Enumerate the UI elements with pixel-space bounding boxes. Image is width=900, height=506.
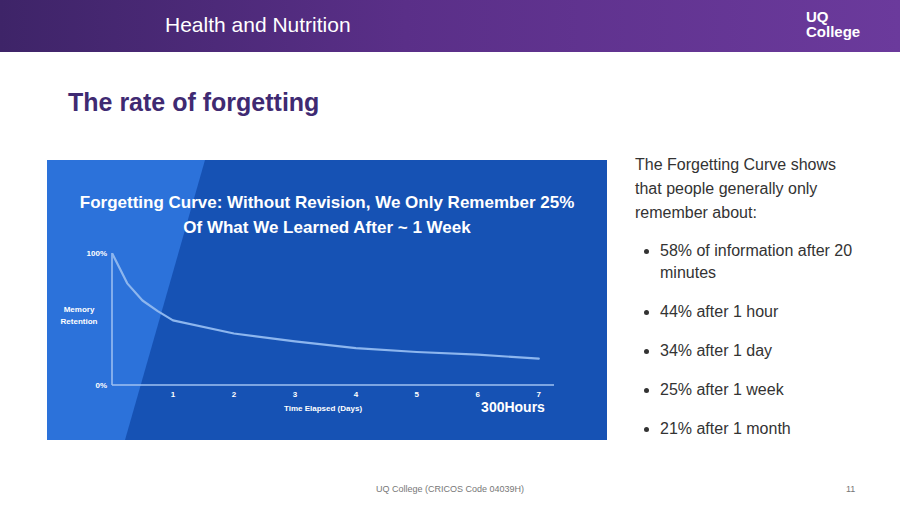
bullet: 25% after 1 week [660, 379, 867, 401]
logo-uq: UQ [806, 9, 829, 25]
bullet: 34% after 1 day [660, 340, 867, 362]
y-axis-line [111, 253, 113, 385]
plot-group [112, 253, 539, 359]
x-tick-label: 7 [537, 390, 542, 399]
x-tick-label: 3 [293, 390, 298, 399]
header-title: Health and Nutrition [165, 13, 351, 37]
x-tick-label: 1 [171, 390, 176, 399]
data-line [112, 253, 539, 359]
right-text: The Forgetting Curve shows that people g… [635, 153, 867, 457]
bullet: 44% after 1 hour [660, 301, 867, 323]
bullet-list: 58% of information after 20 minutes 44% a… [635, 240, 867, 440]
x-tick-label: 6 [476, 390, 481, 399]
bullet: 21% after 1 month [660, 418, 867, 440]
x-axis-line [112, 384, 554, 386]
x-tick-label: 4 [354, 390, 359, 399]
annotation: 300Hours [481, 399, 545, 415]
footer: UQ College (CRICOS Code 04039H) [0, 484, 900, 494]
y-axis-title-line: Retention [61, 317, 98, 326]
intro-text: The Forgetting Curve shows that people g… [635, 153, 860, 225]
x-tick-label: 2 [232, 390, 237, 399]
chart-panel: 100% 0% 1 2 3 4 5 6 7 Time Elapsed (Days) Memory Re… [47, 160, 607, 440]
slide-title: The rate of forgetting [68, 88, 319, 117]
page-number: 11 [846, 484, 855, 494]
header-bar: Health and Nutrition UQCollege [0, 0, 900, 52]
y-tick-label: 0% [95, 381, 107, 390]
chart-title: Forgetting Curve: Without Revision, We O… [72, 190, 582, 240]
bullet: 58% of information after 20 minutes [660, 240, 867, 284]
y-axis-title: Memory Retention [61, 305, 98, 326]
x-axis-title: Time Elapsed (Days) [284, 404, 362, 413]
y-tick-label: 100% [87, 249, 107, 258]
y-axis-title-line: Memory [64, 305, 95, 314]
logo-college: College [806, 24, 860, 40]
x-tick-label: 5 [415, 390, 420, 399]
